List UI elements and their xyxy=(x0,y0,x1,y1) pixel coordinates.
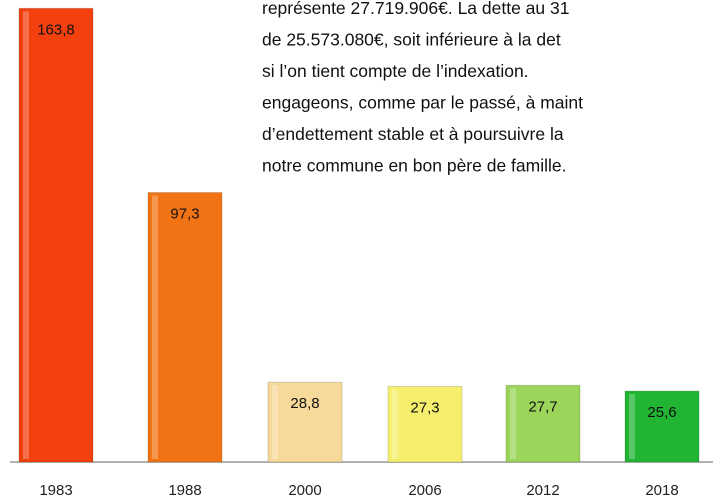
paragraph-line: d’endettement stable et à poursuivre la xyxy=(262,124,564,144)
value-label: 27,7 xyxy=(528,398,557,415)
bar xyxy=(147,192,223,463)
paragraph-line: représente 27.719.906€. La dette au 31 xyxy=(262,0,569,18)
value-label: 28,8 xyxy=(290,395,319,412)
bar-highlight xyxy=(23,11,29,459)
value-label: 97,3 xyxy=(170,206,199,223)
bar xyxy=(18,7,94,463)
x-tick-label: 2012 xyxy=(526,482,559,499)
x-tick-label: 2000 xyxy=(288,482,321,499)
bar xyxy=(387,385,463,463)
value-label: 27,3 xyxy=(410,399,439,416)
paragraph-line: de 25.573.080€, soit inférieure à la det xyxy=(262,30,561,50)
bar xyxy=(267,381,343,463)
value-label: 25,6 xyxy=(647,404,676,421)
paragraph-line: engageons, comme par le passé, à maint xyxy=(262,93,583,113)
value-label: 163,8 xyxy=(37,21,75,38)
x-tick-label: 1988 xyxy=(168,482,201,499)
x-tick-label: 2006 xyxy=(408,482,441,499)
paragraph-line: si l’on tient compte de l’indexation. xyxy=(262,61,529,81)
bar-highlight xyxy=(392,389,398,459)
bar xyxy=(505,384,581,463)
bar xyxy=(624,390,700,463)
bar-highlight xyxy=(629,394,635,459)
x-tick-label: 2018 xyxy=(645,482,678,499)
bar-highlight xyxy=(510,388,516,459)
paragraph-line: notre commune en bon père de famille. xyxy=(262,156,566,176)
bar-highlight xyxy=(272,385,278,459)
bar-highlight xyxy=(152,195,158,459)
x-tick-label: 1983 xyxy=(39,482,72,499)
